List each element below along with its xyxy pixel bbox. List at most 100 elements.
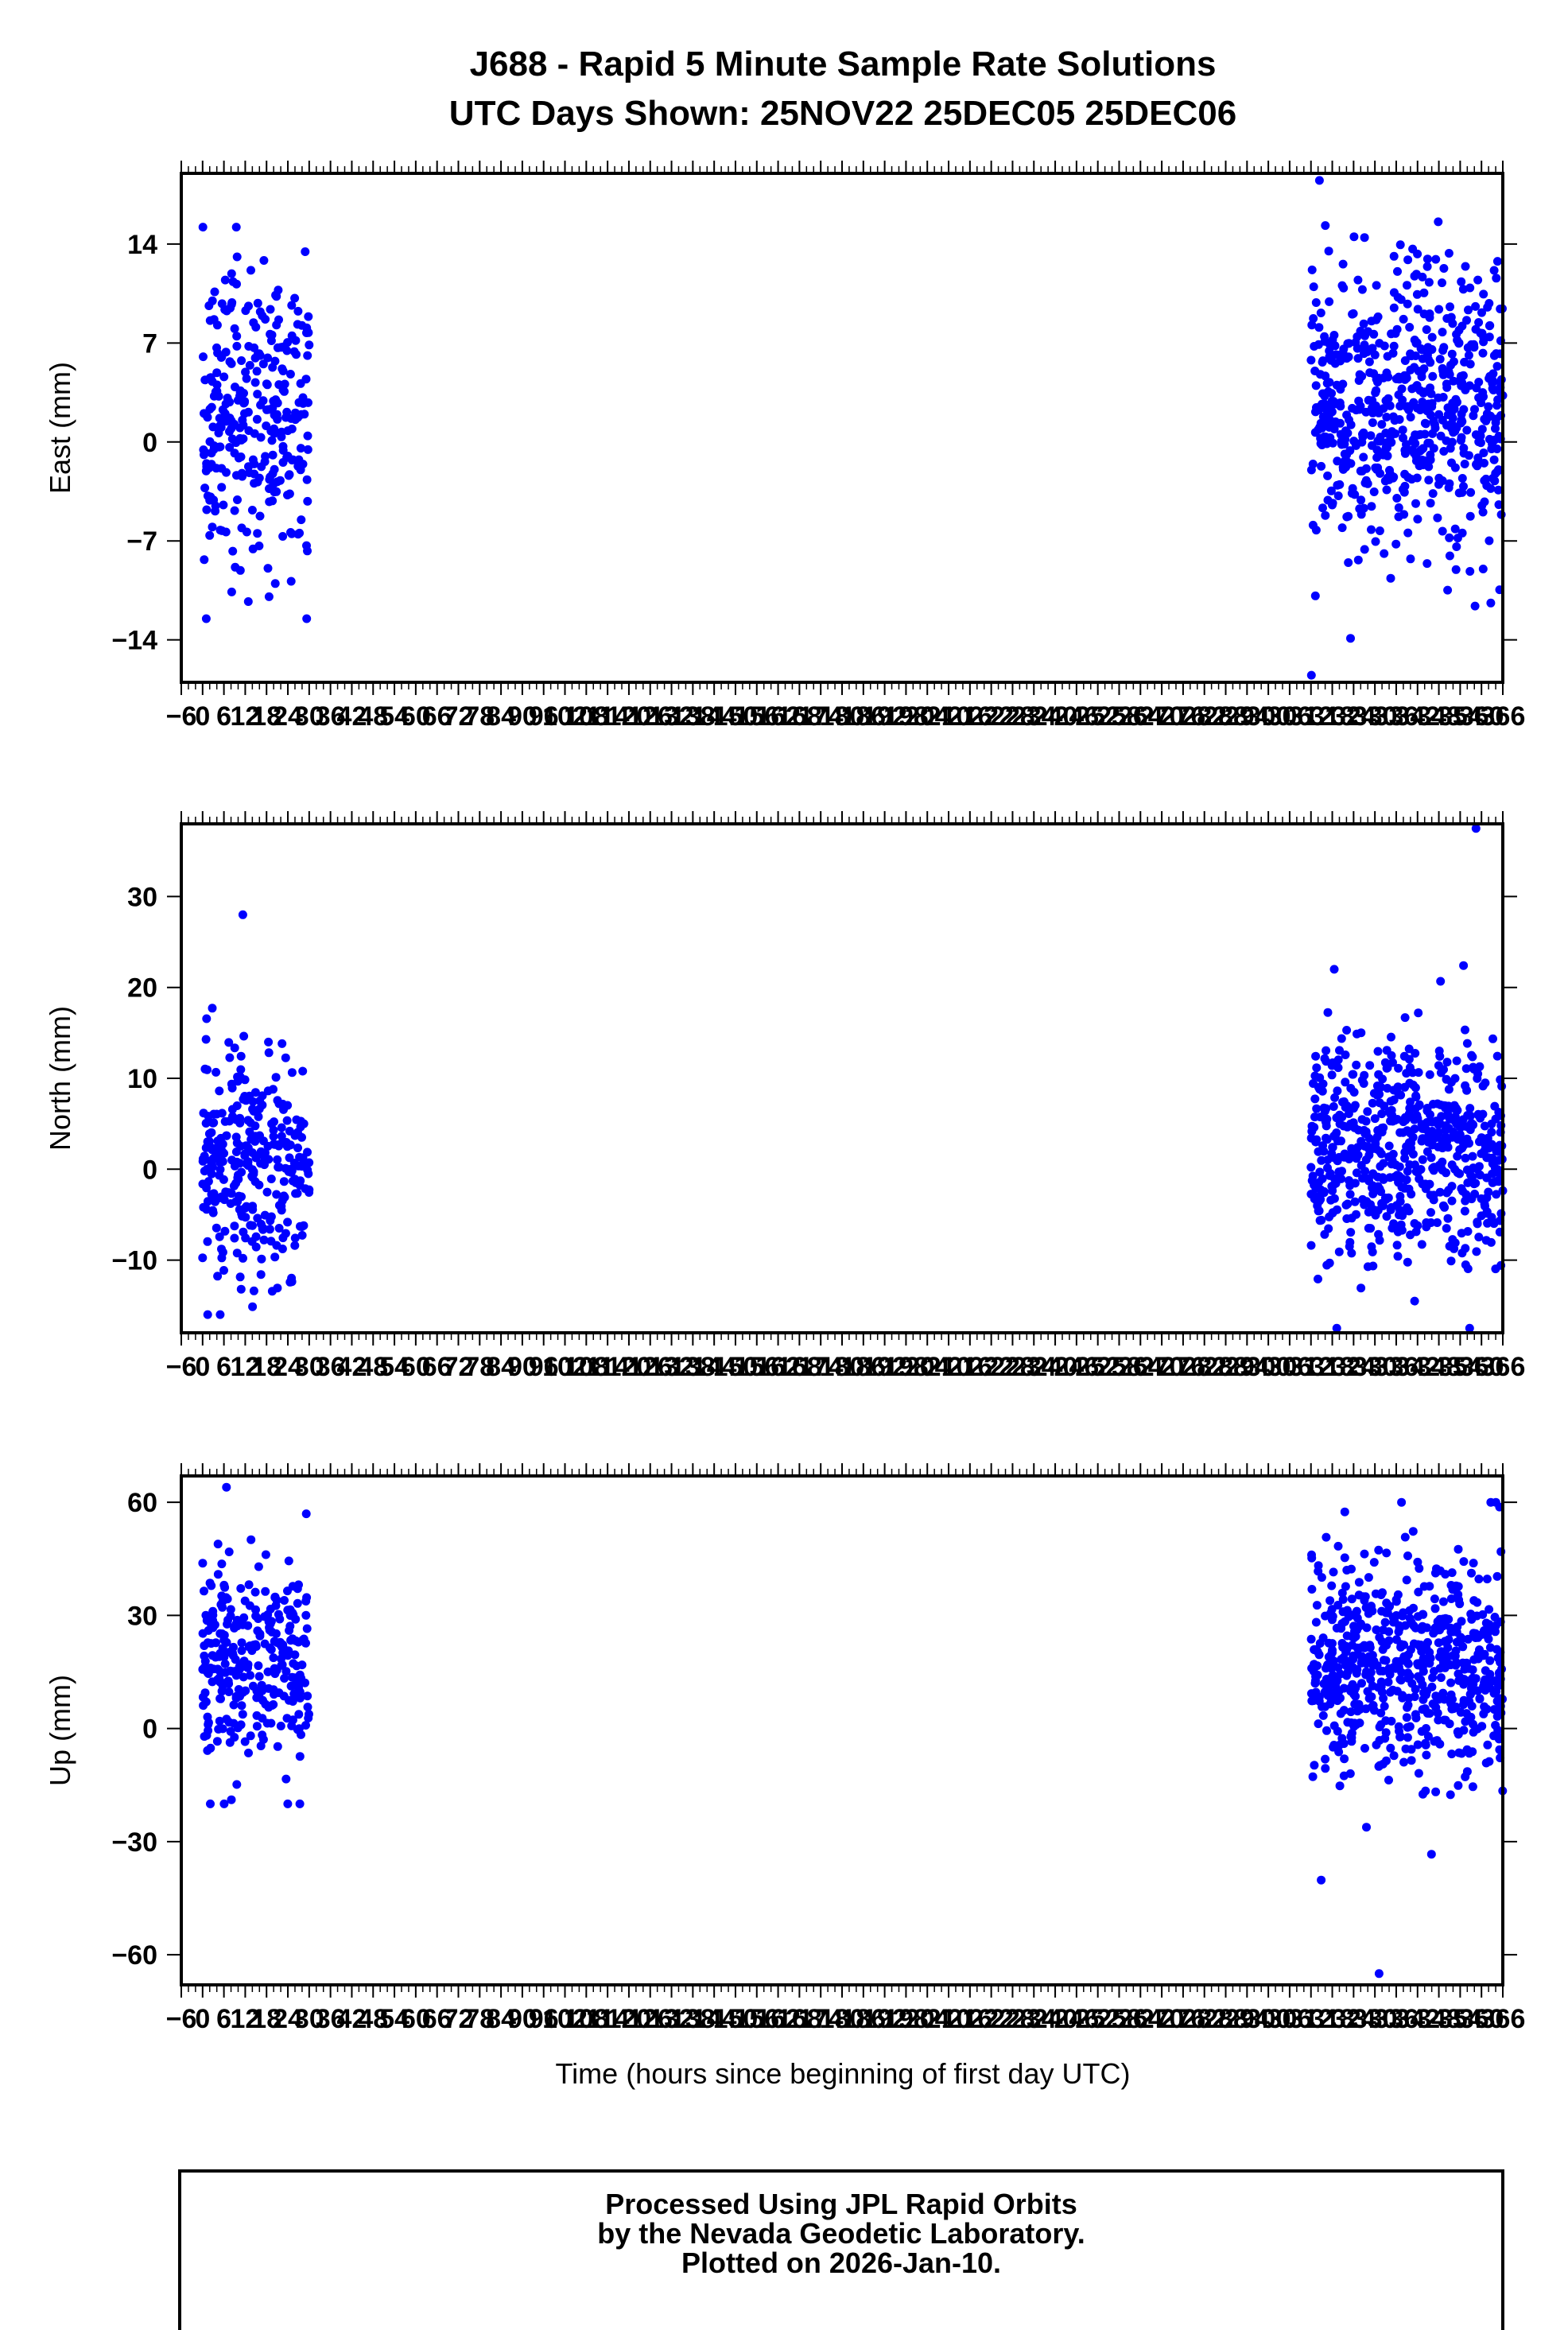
data-point: [201, 1035, 211, 1044]
data-point: [246, 1731, 255, 1741]
data-point: [1387, 1032, 1395, 1042]
data-point: [255, 307, 265, 316]
data-point: [277, 1654, 285, 1664]
x-tick-label: 234: [1011, 701, 1057, 732]
data-point: [1313, 1201, 1322, 1210]
x-tick-label: 84: [486, 2004, 516, 2034]
data-point: [227, 1795, 236, 1804]
data-point: [284, 471, 293, 480]
x-tick-label: −6: [166, 1352, 197, 1382]
data-point: [206, 1664, 215, 1672]
x-tick-label: 300: [1246, 701, 1291, 732]
data-point: [1403, 1257, 1412, 1267]
data-point: [1458, 1115, 1468, 1124]
data-point: [1329, 331, 1339, 340]
data-point: [1400, 1013, 1410, 1023]
data-point: [1400, 375, 1410, 384]
data-point: [1424, 278, 1434, 287]
data-point: [1459, 405, 1469, 414]
data-point: [233, 1077, 243, 1086]
x-tick-label: 360: [1459, 701, 1504, 732]
data-point: [200, 555, 209, 565]
data-point: [1446, 1627, 1456, 1637]
data-point: [1348, 403, 1357, 413]
x-tick-label: 276: [1161, 2004, 1206, 2034]
data-point: [255, 511, 265, 521]
data-point: [1329, 1181, 1337, 1190]
data-point: [1383, 443, 1391, 452]
data-point: [1346, 1228, 1356, 1237]
data-point: [199, 1109, 208, 1118]
data-point: [247, 1237, 257, 1246]
data-point: [269, 1125, 278, 1135]
data-point: [257, 1254, 266, 1264]
data-point: [1335, 1781, 1345, 1791]
data-point: [1412, 338, 1422, 348]
y-tick-label: −14: [111, 626, 157, 656]
data-point: [1340, 1617, 1349, 1626]
data-point: [1413, 515, 1422, 524]
data-point: [1376, 1708, 1386, 1718]
data-point: [1425, 1582, 1434, 1591]
x-tick-label: 330: [1353, 701, 1398, 732]
x-tick-label: 324: [1331, 2004, 1376, 2034]
data-point: [213, 1570, 223, 1579]
x-tick-label: 126: [627, 701, 673, 732]
data-point: [272, 1190, 281, 1199]
x-tick-label: 246: [1054, 2004, 1100, 2034]
data-point: [215, 1310, 225, 1319]
data-point: [1370, 350, 1380, 359]
data-point: [260, 1639, 270, 1648]
data-point: [1342, 410, 1352, 420]
x-tick-label: 42: [337, 701, 367, 732]
x-tick-label: 60: [401, 2004, 431, 2034]
x-tick-label: 360: [1459, 2004, 1504, 2034]
data-point: [1328, 1612, 1337, 1621]
data-point: [1408, 1527, 1418, 1536]
data-point: [278, 1039, 287, 1048]
data-point: [1354, 1125, 1363, 1135]
data-point: [1376, 1590, 1386, 1599]
x-tick-label: 180: [820, 1352, 865, 1382]
x-tick-label: 192: [862, 2004, 907, 2034]
data-point: [1359, 319, 1368, 328]
data-point: [215, 1086, 224, 1096]
data-point: [1317, 1215, 1326, 1225]
data-point: [1449, 357, 1458, 367]
data-point: [1403, 1167, 1412, 1176]
data-point: [270, 1252, 280, 1262]
x-tick-label: 132: [649, 701, 694, 732]
data-point: [1311, 1137, 1321, 1147]
x-tick-label: 276: [1161, 701, 1206, 732]
x-tick-label: 90: [507, 701, 538, 732]
data-point: [1449, 376, 1458, 386]
data-point: [239, 1253, 247, 1263]
data-point: [243, 1143, 253, 1152]
data-point: [1461, 1153, 1470, 1163]
x-tick-label: 54: [379, 701, 409, 732]
data-point: [290, 1241, 300, 1250]
data-point: [1364, 395, 1373, 405]
data-point: [220, 1116, 230, 1126]
data-point: [303, 1703, 312, 1712]
data-point: [249, 1169, 258, 1179]
data-point: [1435, 1664, 1445, 1673]
data-point: [1385, 1687, 1395, 1697]
plot-frame: [180, 172, 1504, 684]
data-point: [248, 1221, 257, 1230]
data-point: [1482, 409, 1492, 418]
data-point: [289, 347, 299, 356]
data-point: [1485, 320, 1495, 330]
data-point: [1443, 1214, 1453, 1223]
data-point: [282, 1714, 292, 1723]
data-point: [1346, 1707, 1356, 1717]
data-point: [1444, 249, 1454, 258]
data-point: [1318, 1711, 1328, 1720]
data-point: [219, 500, 228, 510]
data-point: [1307, 265, 1317, 274]
data-point: [1372, 386, 1381, 395]
data-point: [1336, 1709, 1345, 1718]
data-point: [1402, 1651, 1411, 1660]
data-point: [1493, 1681, 1503, 1691]
data-point: [212, 1109, 222, 1119]
